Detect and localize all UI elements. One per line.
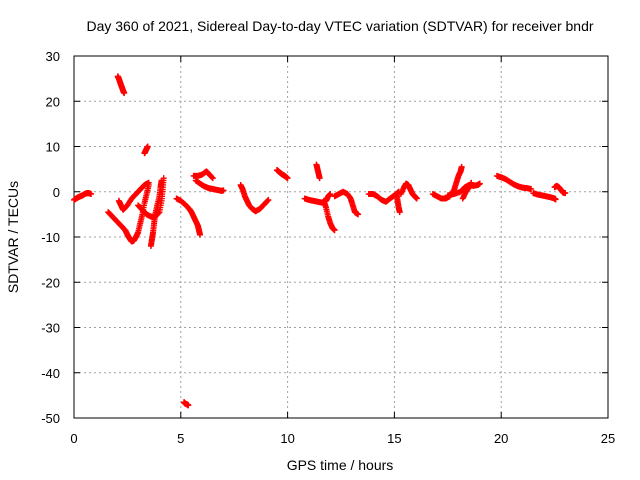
x-tick-label: 20 [494, 431, 508, 446]
y-tick-label: 0 [53, 185, 60, 200]
y-tick-label: -20 [41, 275, 60, 290]
data-point [121, 90, 128, 97]
y-tick-label: -10 [41, 230, 60, 245]
series-arc-j [190, 168, 216, 182]
y-tick-label: 20 [46, 94, 60, 109]
series-arc-b [105, 181, 152, 245]
x-tick-label: 15 [387, 431, 401, 446]
data-point [552, 196, 559, 203]
series-arc-a [71, 190, 95, 203]
data-point [316, 175, 323, 182]
data-point [355, 211, 362, 218]
data-point [562, 190, 569, 197]
data-point [197, 231, 204, 238]
x-tick-label: 10 [280, 431, 294, 446]
data-point [413, 195, 420, 202]
chart-title: Day 360 of 2021, Sidereal Day-to-day VTE… [86, 18, 593, 34]
y-tick-label: 30 [46, 49, 60, 64]
y-tick-label: -30 [41, 321, 60, 336]
series-arc-m [273, 167, 291, 182]
series-arc-q [331, 188, 362, 218]
series-arc-h [173, 195, 204, 238]
y-tick-label: -40 [41, 366, 60, 381]
series-arc-y [530, 190, 559, 203]
data-point [88, 191, 95, 198]
x-tick-label: 0 [70, 431, 77, 446]
data-point [284, 175, 291, 182]
data-point [209, 175, 216, 182]
series-arc-l [237, 181, 272, 215]
data-point [145, 179, 152, 186]
data-point [396, 209, 403, 216]
data-point [476, 180, 483, 187]
data-point [208, 174, 215, 181]
series-arc-z [551, 182, 569, 197]
y-tick-label: 10 [46, 140, 60, 155]
series-arc-p [320, 197, 338, 234]
data-point [265, 196, 272, 203]
data-point [468, 179, 475, 186]
data-point [220, 187, 227, 194]
data-point [144, 143, 151, 150]
y-axis: -50 -40 -30 -20 -10 0 10 20 30 [41, 49, 608, 426]
series-arc-t [397, 180, 420, 202]
series-arc-d [115, 179, 152, 213]
x-tick-label: 5 [177, 431, 184, 446]
series-arc-g [147, 177, 165, 250]
data-point [528, 186, 535, 193]
series-arc-f [141, 143, 151, 157]
data-point [264, 197, 271, 204]
series-arc-x [493, 172, 535, 193]
x-axis: 0 5 10 15 20 25 [70, 56, 615, 446]
series-arc-k [192, 177, 227, 194]
series-arc-w [459, 179, 475, 202]
data-point [158, 177, 165, 184]
series-arc-c [114, 73, 128, 97]
series-arc-i [181, 399, 192, 409]
data-point [331, 227, 338, 234]
data-point [458, 163, 465, 170]
series-arc-s [393, 191, 403, 216]
series-arc-o [301, 191, 334, 206]
x-tick-label: 25 [601, 431, 615, 446]
y-tick-label: -50 [41, 411, 60, 426]
data-point [185, 402, 192, 409]
data-point [327, 191, 334, 198]
x-axis-label: GPS time / hours [287, 457, 394, 473]
grid-lines [74, 56, 608, 418]
y-axis-label: SDTVAR / TECUs [5, 181, 21, 293]
data-series [71, 73, 569, 409]
series-arc-n [313, 161, 323, 182]
